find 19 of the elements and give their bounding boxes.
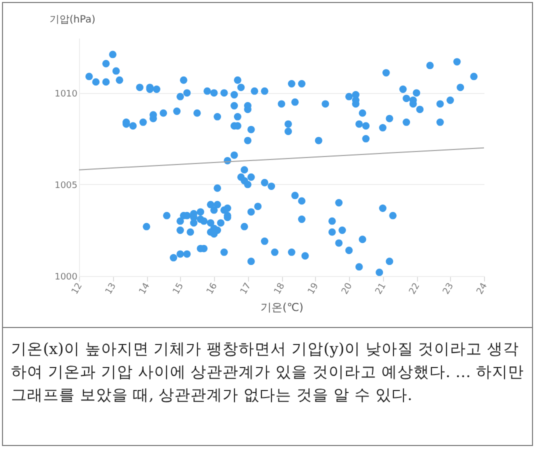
x-tick-label: 19 — [306, 281, 322, 296]
y-tick-label: 1010 — [54, 89, 78, 100]
y-axis-title: 기압(hPa) — [50, 14, 96, 26]
x-tick-label: 17 — [239, 282, 254, 296]
x-tick-label: 20 — [340, 281, 355, 296]
x-tick-label: 14 — [138, 281, 152, 296]
x-tick-label: 23 — [442, 282, 456, 296]
x-tick-label: 16 — [205, 281, 220, 296]
y-tick-label: 1005 — [54, 180, 78, 191]
y-tick-label: 1000 — [54, 272, 78, 282]
x-tick-label: 18 — [272, 281, 288, 296]
text: 기온(x)이 높아지면 기체가 팽창하면서 기압(y)이 낮아질 것이라고 생각하여 기온과 기압 사이에 상관관계가 있을 것이라고 예상했다. … 하지만 그래프를 보았을 때, 상관관계가 없다는 것을 알 수 있다. — [3, 327, 532, 445]
x-tick-label: 21 — [374, 282, 388, 296]
x-tick-label: 13 — [104, 282, 118, 296]
x-tick-label: 15 — [172, 282, 186, 296]
x-tick-label: 22 — [408, 282, 422, 296]
x-axis-title: 기온(℃) — [260, 300, 304, 314]
x-tick-label: 12 — [70, 282, 85, 296]
x-tick-label: 24 — [475, 281, 490, 296]
